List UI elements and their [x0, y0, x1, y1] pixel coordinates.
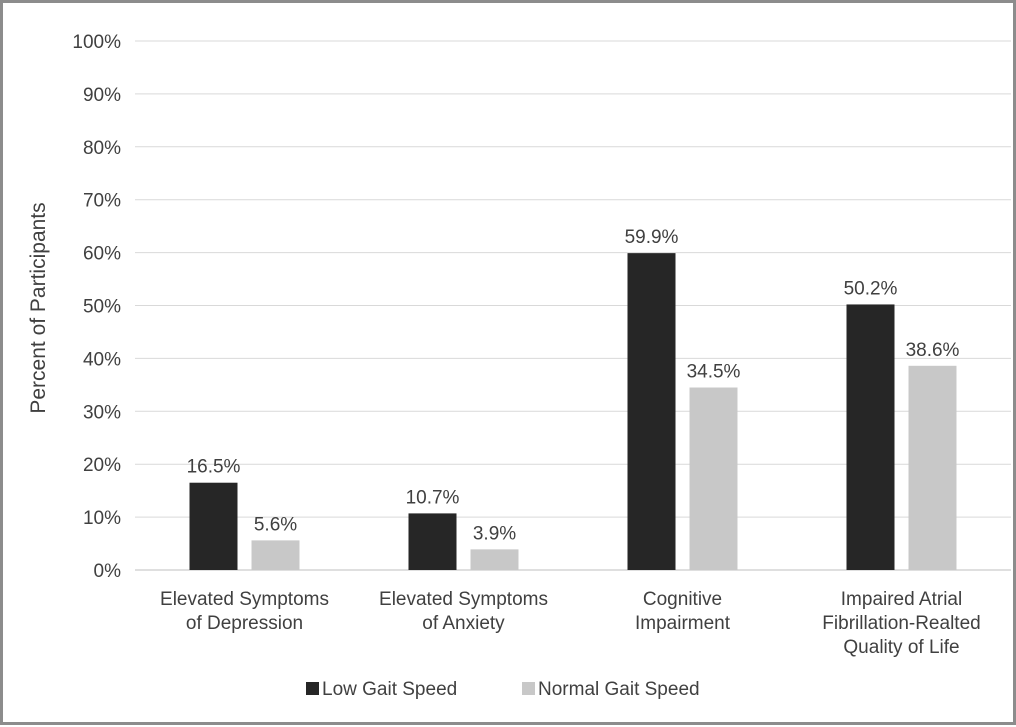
bar-low-gait-speed: [408, 513, 457, 570]
y-axis-title: Percent of Participants: [27, 202, 50, 413]
y-tick-label: 80%: [83, 138, 121, 159]
data-labels: 16.5% 5.6% 10.7% 3.9% 59.9% 34.5% 50.2% 38.6%: [187, 227, 960, 544]
bar-chart: 0% 10% 20% 30% 40% 50% 60% 70% 80% 90% 100% 16.5% 5…: [27, 32, 1011, 700]
data-label: 10.7%: [406, 487, 460, 508]
y-tick-label: 90%: [83, 85, 121, 106]
y-tick-label: 60%: [83, 244, 121, 265]
data-label: 16.5%: [187, 457, 241, 478]
x-axis-category-labels: Elevated Symptoms of Depression Elevated S…: [160, 589, 981, 658]
x-category-label: Quality of Life: [843, 637, 959, 658]
bar-normal-gait-speed: [251, 540, 300, 570]
y-tick-label: 30%: [83, 402, 121, 423]
y-tick-label: 70%: [83, 191, 121, 212]
legend: Low Gait Speed Normal Gait Speed: [306, 679, 700, 700]
x-category-label: Cognitive: [643, 589, 722, 610]
y-tick-label: 40%: [83, 349, 121, 370]
x-category-label: Impaired Atrial: [841, 589, 962, 610]
x-category-label: Elevated Symptoms: [160, 589, 329, 610]
y-tick-label: 50%: [83, 297, 121, 318]
bar-normal-gait-speed: [470, 549, 519, 570]
y-tick-label: 20%: [83, 455, 121, 476]
x-category-label: Impairment: [635, 613, 731, 634]
y-tick-label: 10%: [83, 508, 121, 529]
bar-normal-gait-speed: [689, 387, 738, 570]
data-label: 38.6%: [906, 340, 960, 361]
x-category-label: of Depression: [186, 613, 303, 634]
y-axis-ticks: 0% 10% 20% 30% 40% 50% 60% 70% 80% 90% 100%: [72, 32, 121, 582]
bar-low-gait-speed: [627, 253, 676, 570]
data-label: 34.5%: [687, 361, 741, 382]
data-label: 3.9%: [473, 523, 516, 544]
legend-label: Normal Gait Speed: [538, 679, 700, 700]
x-category-label: of Anxiety: [422, 613, 505, 634]
bar-normal-gait-speed: [908, 365, 957, 570]
bars: [189, 253, 957, 570]
x-category-label: Elevated Symptoms: [379, 589, 548, 610]
bar-low-gait-speed: [846, 304, 895, 570]
y-tick-label: 100%: [72, 32, 121, 53]
bar-low-gait-speed: [189, 482, 238, 570]
data-label: 50.2%: [844, 278, 898, 299]
legend-swatch: [306, 682, 319, 695]
gridlines: [135, 40, 1011, 571]
legend-label: Low Gait Speed: [322, 679, 457, 700]
data-label: 5.6%: [254, 514, 297, 535]
y-tick-label: 0%: [94, 561, 122, 582]
data-label: 59.9%: [625, 227, 679, 248]
legend-swatch: [522, 682, 535, 695]
x-category-label: Fibrillation-Realted: [822, 613, 980, 634]
